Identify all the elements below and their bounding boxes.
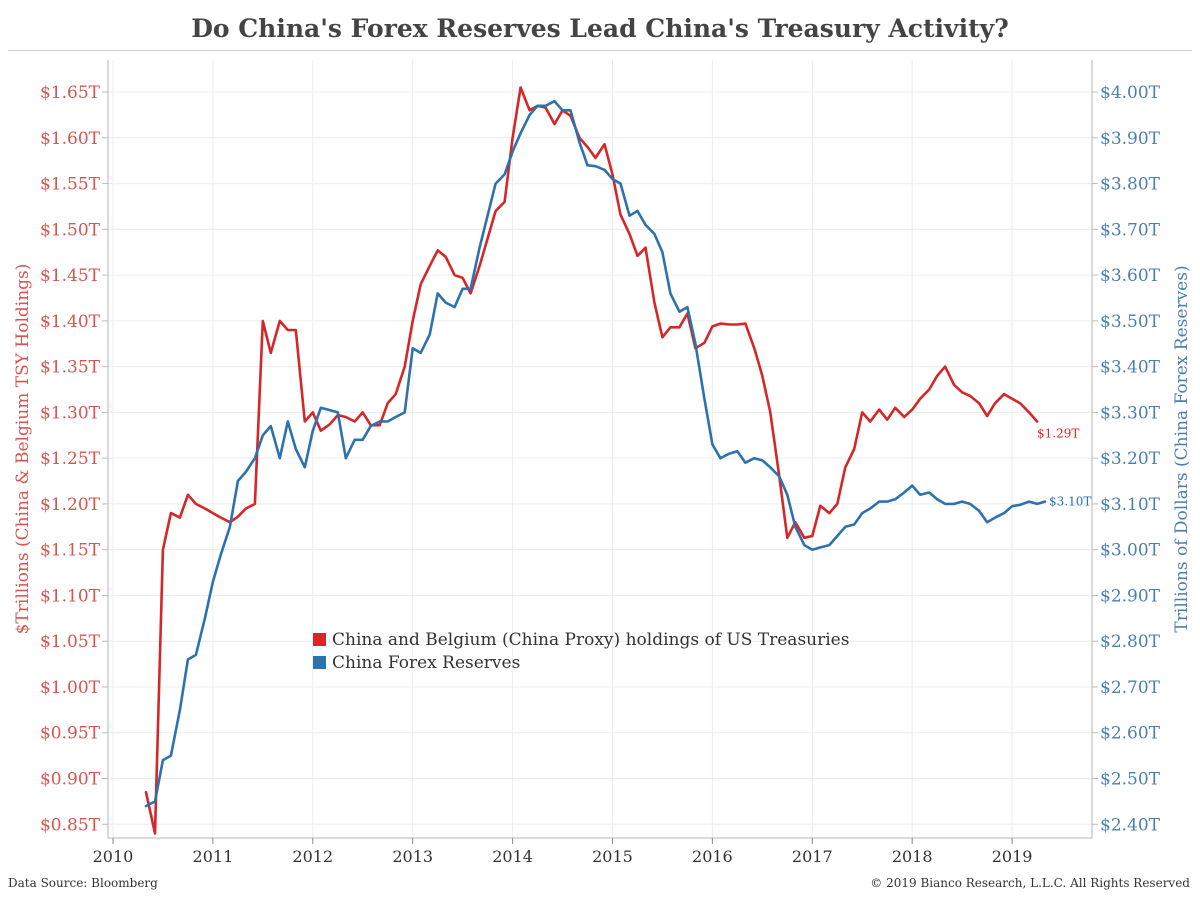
axis-titles: $Trillions (China & Belgium TSY Holdings… — [13, 264, 1192, 635]
left-tick-label: $1.35T — [40, 358, 101, 378]
legend-swatch-red — [313, 633, 326, 646]
legend-item-treasuries[interactable]: China and Belgium (China Proxy) holdings… — [313, 628, 849, 651]
left-tick-label: $1.60T — [40, 129, 101, 149]
left-tick-label: $1.05T — [40, 632, 101, 652]
legend-label-treasuries: China and Belgium (China Proxy) holdings… — [332, 629, 850, 650]
left-tick-label: $1.20T — [40, 495, 101, 515]
left-tick-label: $1.00T — [40, 678, 101, 698]
end-labels: $1.29T $3.10T — [1037, 427, 1091, 509]
legend-swatch-blue — [313, 656, 326, 669]
forex-end-label: $3.10T — [1049, 495, 1091, 509]
forex-reserves-line — [144, 99, 1047, 808]
right-tick-label: $2.40T — [1100, 815, 1161, 835]
treasury-end-label: $1.29T — [1037, 427, 1079, 441]
left-tick-label: $1.45T — [40, 266, 101, 286]
right-tick-label: $3.30T — [1100, 403, 1161, 423]
x-tick-label: 2019 — [992, 847, 1033, 866]
legend: China and Belgium (China Proxy) holdings… — [313, 628, 849, 674]
right-tick-label: $3.90T — [1100, 129, 1161, 149]
left-axis-ticks: $0.85T $0.90T $0.95T $1.00T $1.05T $1.10T $1.1… — [40, 83, 108, 835]
right-axis-ticks: $2.40T $2.50T $2.60T $2.70T $2.80T $2.90T $3.0… — [1092, 83, 1161, 835]
left-tick-label: $1.30T — [40, 403, 101, 423]
left-tick-label: $1.25T — [40, 449, 101, 469]
left-tick-label: $0.90T — [40, 770, 101, 790]
right-tick-label: $3.20T — [1100, 449, 1161, 469]
right-tick-label: $3.80T — [1100, 175, 1161, 195]
right-tick-label: $3.00T — [1100, 541, 1161, 561]
right-tick-label: $2.50T — [1100, 770, 1161, 790]
x-tick-label: 2012 — [292, 847, 333, 866]
left-tick-label: $1.65T — [40, 83, 101, 103]
grid-lines — [108, 60, 1092, 838]
x-tick-label: 2017 — [792, 847, 833, 866]
x-tick-label: 2011 — [193, 847, 234, 866]
title-divider — [8, 50, 1192, 51]
x-tick-label: 2018 — [892, 847, 933, 866]
series-lines — [144, 86, 1047, 835]
left-tick-label: $0.85T — [40, 815, 101, 835]
left-tick-label: $1.15T — [40, 541, 101, 561]
left-tick-label: $1.10T — [40, 586, 101, 606]
x-tick-label: 2013 — [392, 847, 433, 866]
right-tick-label: $3.40T — [1100, 358, 1161, 378]
right-tick-label: $4.00T — [1100, 83, 1161, 103]
legend-label-forex: China Forex Reserves — [332, 652, 521, 673]
right-axis-title: Trillions of Dollars (China Forex Reserv… — [1172, 265, 1192, 632]
left-tick-label: $0.95T — [40, 724, 101, 744]
left-axis-title: $Trillions (China & Belgium TSY Holdings… — [13, 264, 33, 635]
left-tick-label: $1.55T — [40, 175, 101, 195]
legend-item-forex[interactable]: China Forex Reserves — [313, 651, 849, 674]
data-source-note: Data Source: Bloomberg — [8, 876, 158, 890]
chart-title: Do China's Forex Reserves Lead China's T… — [191, 14, 1009, 43]
treasury-holdings-line — [144, 86, 1039, 835]
right-tick-label: $2.90T — [1100, 586, 1161, 606]
right-tick-label: $2.70T — [1100, 678, 1161, 698]
copyright-note: © 2019 Bianco Research, L.L.C. All Right… — [870, 876, 1190, 890]
right-tick-label: $2.80T — [1100, 632, 1161, 652]
x-tick-label: 2016 — [692, 847, 733, 866]
left-tick-label: $1.50T — [40, 220, 101, 240]
right-tick-label: $2.60T — [1100, 724, 1161, 744]
left-tick-label: $1.40T — [40, 312, 101, 332]
right-tick-label: $3.60T — [1100, 266, 1161, 286]
x-tick-label: 2010 — [93, 847, 134, 866]
right-tick-label: $3.50T — [1100, 312, 1161, 332]
x-tick-label: 2015 — [592, 847, 633, 866]
axes — [107, 60, 1093, 839]
right-tick-label: $3.10T — [1100, 495, 1161, 515]
x-axis-ticks: 2010 2011 2012 2013 2014 2015 2016 2017 2018 2019 — [93, 838, 1033, 866]
x-tick-label: 2014 — [492, 847, 533, 866]
right-tick-label: $3.70T — [1100, 220, 1161, 240]
